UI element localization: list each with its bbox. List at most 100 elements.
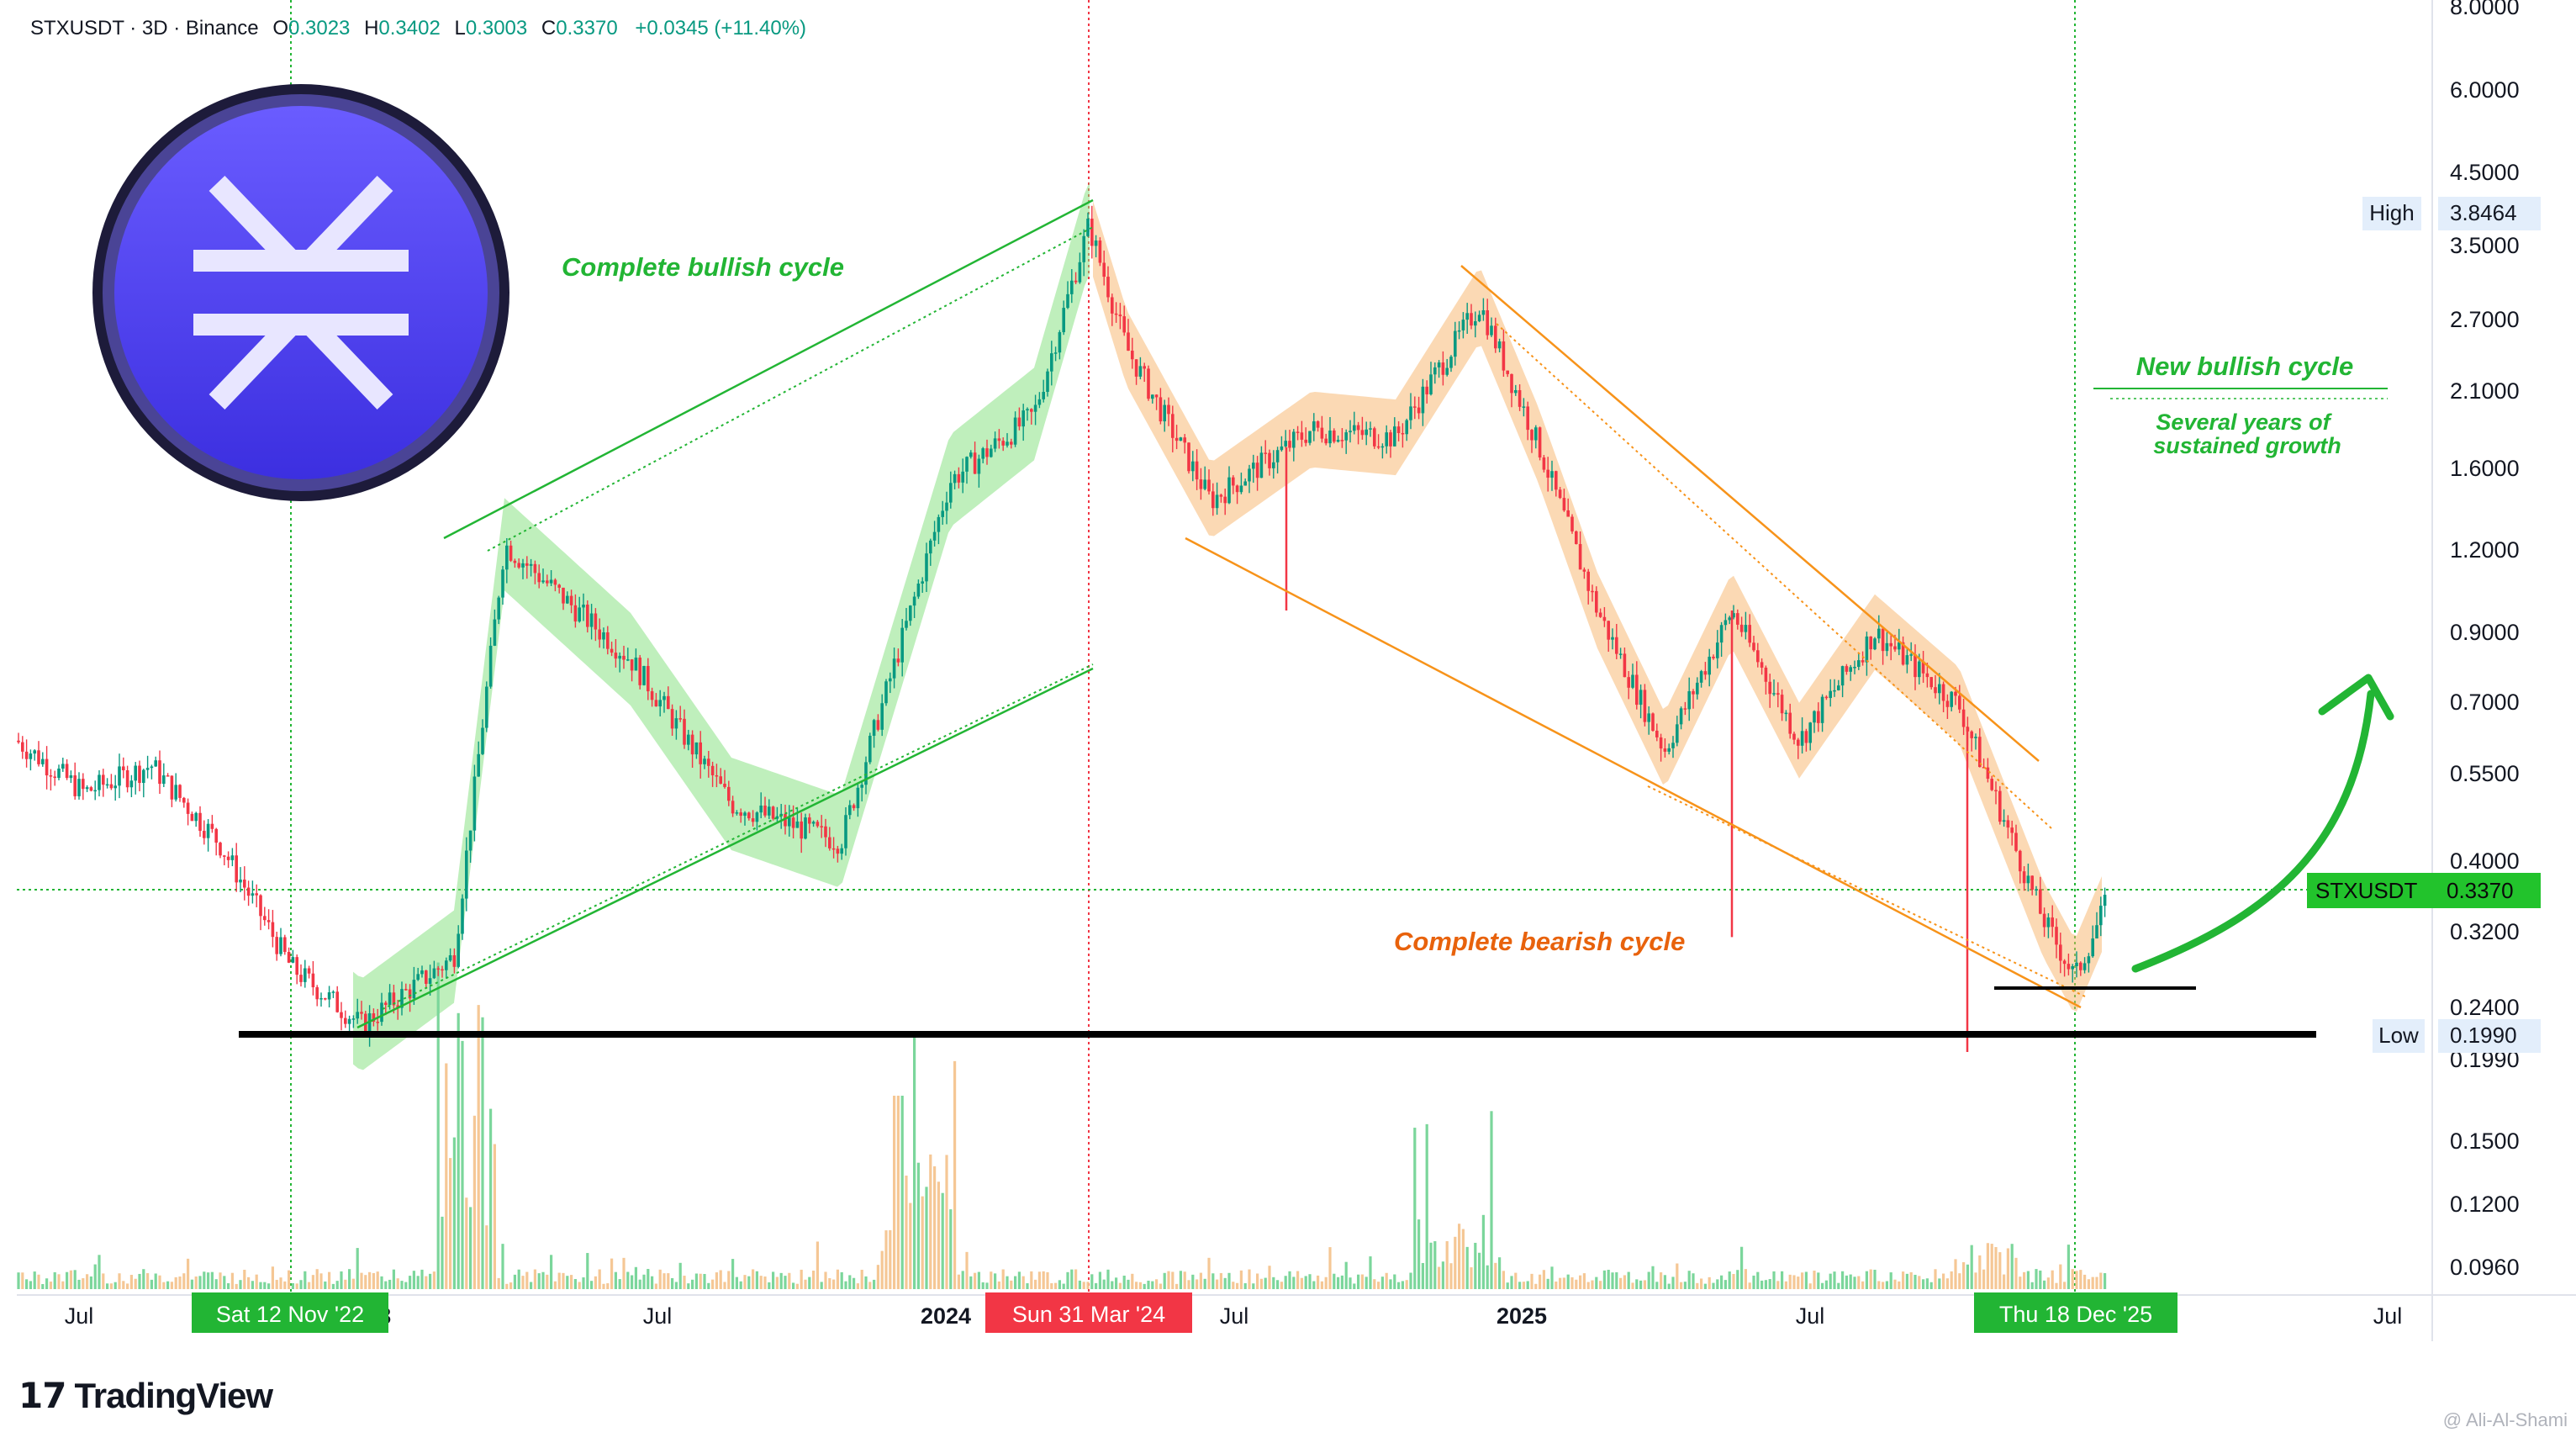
volume-bar	[1360, 1274, 1364, 1289]
price-tick-label: 2.7000	[2450, 307, 2520, 332]
bearish-channel-upper	[1460, 265, 2040, 762]
volume-bar	[465, 1197, 468, 1289]
volume-bar	[921, 1196, 924, 1289]
volume-bar	[1534, 1283, 1538, 1289]
candle-body	[1744, 625, 1748, 632]
volume-bar	[1369, 1256, 1372, 1289]
volume-bar	[469, 1207, 472, 1289]
volume-bar	[2026, 1271, 2030, 1289]
volume-bar	[2014, 1257, 2018, 1289]
price-axis[interactable]: 8.0000 6.0000 4.5000 3.5000 2.7000 2.1000 1.60…	[2450, 0, 2520, 1280]
candle-body	[481, 727, 484, 754]
candle-body	[1207, 479, 1211, 492]
volume-bar	[1663, 1275, 1666, 1289]
volume-bar	[1070, 1269, 1074, 1289]
author-credit: @ Ali-Al-Shami	[2442, 1409, 2568, 1430]
candle-body	[29, 753, 33, 759]
candle-body	[844, 815, 847, 848]
candle-body	[1837, 685, 1840, 690]
candle-body	[452, 954, 457, 967]
volume-bar	[1373, 1279, 1376, 1289]
symbol-legend[interactable]: STXUSDT · 3D · Binance O0.3023 H0.3402 L…	[30, 17, 806, 40]
candle-body	[2082, 963, 2087, 970]
volume-bar	[481, 1017, 484, 1289]
candle-body	[876, 720, 880, 730]
volume-bar	[1296, 1271, 1300, 1289]
candle-body	[57, 768, 61, 779]
candle-body	[795, 821, 800, 828]
volume-bar	[311, 1275, 314, 1289]
candlesticks[interactable]	[17, 205, 2107, 1052]
volume-bar	[1445, 1241, 1449, 1289]
candle-body	[1094, 240, 1098, 246]
candle-body	[1881, 628, 1885, 652]
volume-bar	[1385, 1272, 1388, 1289]
volume-bar	[707, 1282, 710, 1289]
volume-bar	[1095, 1282, 1098, 1289]
volume-bar	[521, 1276, 525, 1289]
candle-body	[969, 452, 973, 457]
volume-bar	[1131, 1273, 1134, 1289]
volume-bar	[1243, 1282, 1247, 1289]
volume-bar	[1542, 1270, 1545, 1289]
candle-body	[255, 893, 258, 896]
candle-body	[311, 973, 315, 988]
volume-bar	[792, 1282, 795, 1289]
volume-bar	[1115, 1277, 1118, 1289]
candle-body	[896, 658, 900, 663]
volume-bar	[1078, 1280, 1081, 1289]
volume-bar	[1607, 1269, 1610, 1289]
volume-bar	[324, 1281, 327, 1289]
volume-bar	[557, 1272, 561, 1289]
candle-body	[1349, 431, 1352, 433]
symbol-name[interactable]: STXUSDT · 3D · Binance	[30, 17, 259, 40]
volume-bar	[1667, 1283, 1671, 1289]
candle-body	[1921, 661, 1925, 674]
candle-body	[2039, 889, 2042, 914]
candle-body	[1232, 477, 1235, 486]
candle-body	[1570, 516, 1574, 531]
candle-body	[654, 700, 658, 707]
volume-bar	[1808, 1283, 1812, 1289]
candle-body	[1885, 642, 1889, 652]
volume-bar	[1357, 1274, 1360, 1289]
volume-bar	[844, 1281, 847, 1289]
volume-bar	[1470, 1267, 1473, 1289]
volume-bar	[1797, 1276, 1800, 1289]
time-axis[interactable]: Jul3Jul2024Jul2025JulJul	[65, 1303, 2403, 1329]
candle-body	[703, 758, 706, 764]
volume-bar	[1869, 1269, 1872, 1289]
candle-body	[630, 659, 634, 671]
candle-body	[465, 850, 468, 899]
candle-body	[1635, 674, 1639, 706]
candle-body	[1264, 452, 1267, 454]
volume-bar	[1736, 1270, 1739, 1289]
stacks-coin-icon	[92, 84, 509, 501]
volume-bar	[1276, 1280, 1280, 1289]
volume-bar	[1530, 1273, 1533, 1289]
annotation-growth-line2: sustained growth	[2153, 433, 2341, 458]
volume-bar	[207, 1272, 210, 1289]
candle-body	[1154, 394, 1159, 398]
volume-bar	[856, 1283, 859, 1289]
tradingview-logo[interactable]: 𝟭𝟳 TradingView	[18, 1375, 273, 1416]
candle-body	[488, 645, 493, 687]
candle-body	[831, 848, 836, 850]
volume-bar	[1163, 1272, 1166, 1289]
volume-bar	[452, 1137, 456, 1289]
candle-body	[509, 545, 513, 561]
annotation-new-cycle: New bullish cycle	[2136, 352, 2353, 381]
svg-text:High: High	[2369, 200, 2414, 225]
volume-bar	[29, 1281, 32, 1289]
volume-bar	[913, 1033, 916, 1289]
tradingview-wordmark: TradingView	[74, 1376, 273, 1415]
volume-bar	[570, 1275, 573, 1289]
candle-body	[408, 989, 412, 999]
candle-body	[1042, 392, 1045, 399]
volume-bar	[1728, 1271, 1731, 1289]
volume-bar	[1458, 1224, 1461, 1289]
candle-body	[125, 770, 129, 788]
volume-bar	[1175, 1283, 1179, 1289]
volume-bar	[1990, 1244, 1993, 1289]
